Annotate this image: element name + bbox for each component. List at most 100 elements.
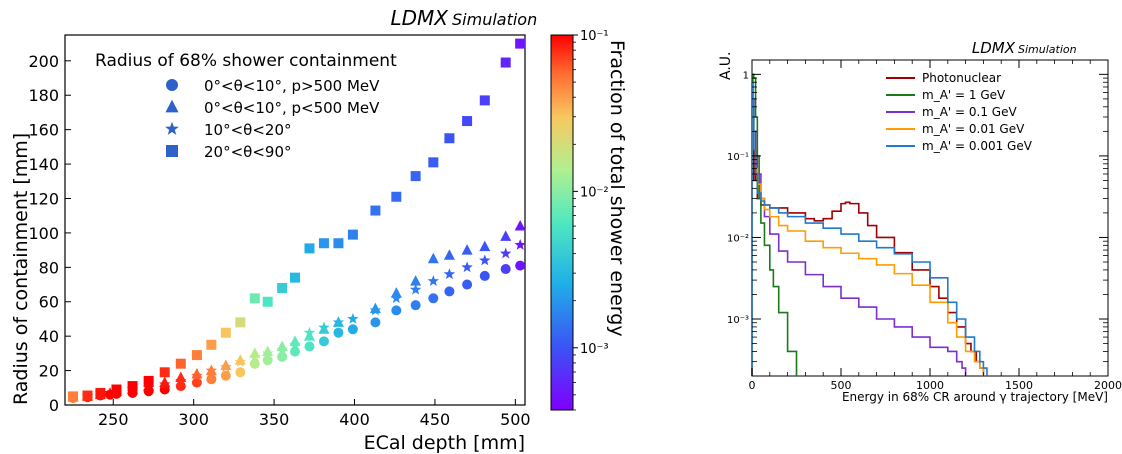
- y-tick-label: 20: [39, 362, 59, 381]
- x-tick-label: 250: [98, 410, 129, 429]
- data-point-square: [175, 358, 186, 369]
- data-point-star: [443, 268, 456, 280]
- x-tick-label: 2000: [1094, 379, 1122, 392]
- data-point-circle: [290, 346, 300, 357]
- data-point-circle: [262, 355, 273, 366]
- data-point-square: [347, 229, 358, 240]
- data-point-circle: [191, 377, 202, 388]
- y-tick-label: 0: [49, 396, 59, 415]
- series-line: [751, 73, 798, 376]
- data-point-star: [369, 304, 382, 316]
- x-tick-label: 450: [420, 410, 451, 429]
- data-point-triangle: [427, 252, 439, 264]
- chart-subtitle: Simulation: [1018, 43, 1077, 56]
- data-point-star: [289, 338, 301, 350]
- x-axis: 250 300 350 400 450 500: [98, 399, 531, 429]
- data-point-circle: [515, 260, 526, 271]
- data-point-square: [370, 205, 381, 216]
- y-axis: 1 10⁻¹ 10⁻² 10⁻³: [727, 70, 1108, 377]
- data-point-star: [514, 238, 526, 250]
- data-point-square: [333, 238, 344, 249]
- x-tick-label: 500: [500, 410, 531, 429]
- x-axis-label: Energy in 68% CR around γ trajectory [Me…: [842, 390, 1108, 404]
- data-point-square: [220, 327, 231, 338]
- series-line: [751, 81, 988, 376]
- data-point-square: [318, 238, 329, 249]
- data-point-circle: [206, 374, 217, 385]
- data-point-triangle: [479, 240, 491, 252]
- data-point-square: [515, 38, 526, 49]
- y-tick-label: 10⁻²: [727, 233, 749, 244]
- legend-title: Radius of 68% shower containment: [95, 51, 397, 71]
- legend-entry-label: m_A' = 0.01 GeV: [922, 122, 1025, 136]
- data-point-star: [261, 347, 274, 359]
- data-point-square: [159, 367, 170, 378]
- y-axis-label: A.U.: [718, 52, 734, 80]
- data-point-star: [318, 321, 330, 333]
- legend-entry-label: 10°<θ<20°: [204, 121, 292, 139]
- data-point-circle: [500, 264, 511, 275]
- data-point-star: [104, 386, 116, 398]
- data-point-circle: [333, 327, 344, 338]
- chart-title: LDMX: [972, 39, 1016, 57]
- data-point-square: [444, 133, 455, 144]
- data-point-star: [234, 355, 247, 367]
- legend-entry-label: m_A' = 0.1 GeV: [922, 105, 1017, 119]
- legend-marker-circle: [166, 79, 178, 91]
- data-point-square: [206, 339, 217, 350]
- data-point-circle: [479, 270, 490, 281]
- colorbar-tick-label: 10⁻¹: [580, 29, 609, 44]
- data-point-square: [191, 350, 202, 361]
- data-point-circle: [304, 341, 315, 352]
- legend-marker-star: [165, 121, 179, 135]
- y-tick-label: 10⁻¹: [727, 152, 749, 163]
- x-axis: 0 500 1000 1500 2000: [749, 60, 1122, 392]
- data-point-circle: [220, 370, 231, 381]
- chart-subtitle: Simulation: [452, 10, 537, 29]
- data-point-square: [410, 171, 421, 182]
- legend-entry-label: m_A' = 0.001 GeV: [922, 139, 1033, 153]
- data-point-circle: [428, 293, 439, 304]
- data-point-star: [142, 381, 155, 393]
- y-axis-label: Radius of containment [mm]: [10, 133, 32, 405]
- x-tick-label: 400: [339, 410, 370, 429]
- data-point-star: [390, 292, 403, 304]
- data-point-square: [68, 391, 79, 402]
- y-tick-label: 10⁻³: [727, 315, 749, 326]
- data-point-circle: [277, 351, 288, 362]
- legend-entry-label: 0°<θ<10°, p>500 MeV: [204, 77, 380, 95]
- legend-entry-label: 20°<θ<90°: [204, 143, 292, 161]
- data-point-circle: [249, 358, 260, 369]
- data-point-circle: [370, 317, 381, 328]
- data-point-star: [332, 316, 345, 328]
- scatter-points: [67, 38, 526, 404]
- x-tick-label: 1000: [916, 379, 944, 392]
- data-point-star: [409, 283, 422, 295]
- colorbar-gradient: [550, 34, 574, 411]
- data-point-square: [111, 384, 122, 395]
- data-point-circle: [391, 305, 402, 316]
- data-point-square: [391, 191, 402, 202]
- y-tick-label: 100: [28, 224, 59, 243]
- y-tick-label: 160: [28, 121, 59, 140]
- colorbar-tick-label: 10⁻²: [580, 185, 609, 200]
- plot-frame: [64, 34, 526, 406]
- y-tick-label: 1: [743, 70, 749, 81]
- y-tick-label: 60: [39, 293, 59, 312]
- y-tick-label: 80: [39, 258, 59, 277]
- legend: Radius of 68% shower containment 0°<θ<10…: [95, 51, 397, 161]
- data-point-circle: [444, 286, 455, 297]
- legend-entry-label: 0°<θ<10°, p<500 MeV: [204, 99, 380, 117]
- data-point-square: [249, 293, 260, 304]
- legend-entry-label: m_A' = 1 GeV: [922, 88, 1006, 102]
- data-point-star: [427, 275, 440, 286]
- data-point-triangle: [514, 220, 526, 231]
- x-tick-label: 500: [831, 379, 852, 392]
- y-axis: 0 20 40 60 80 100 120 140 160 180 200: [28, 52, 71, 415]
- data-point-square: [428, 157, 439, 168]
- colorbar: 10⁻¹ 10⁻² 10⁻³ Fraction of total shower en…: [550, 29, 628, 411]
- histogram-chart-energy: LDMX Simulation 0 500 1000 1500 2000 1 10⁻¹ 10…: [718, 39, 1122, 404]
- data-point-triangle: [410, 275, 422, 286]
- series-line: [751, 91, 985, 376]
